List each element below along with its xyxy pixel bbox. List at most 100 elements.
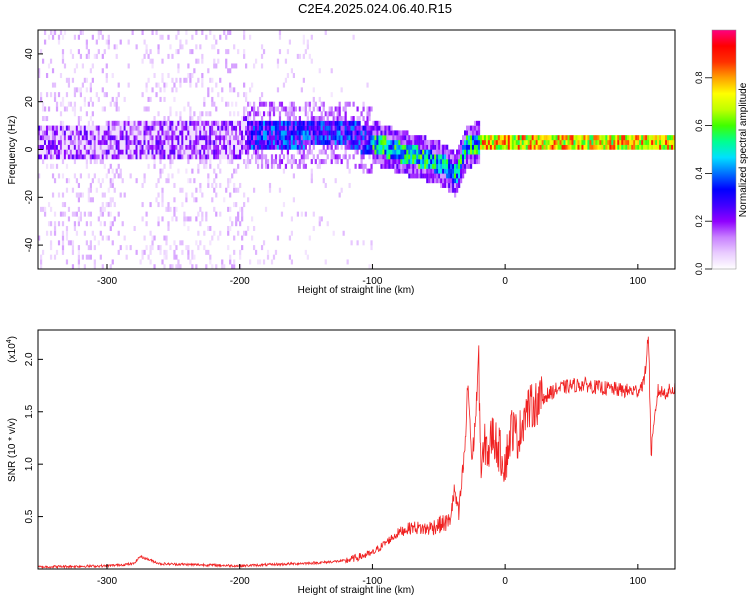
spectrogram-cell	[278, 120, 282, 126]
spectrogram-cell	[286, 135, 290, 141]
spectrogram-cell	[436, 178, 439, 184]
spectrogram-cell	[113, 144, 116, 150]
spectrogram-cell	[284, 77, 288, 83]
spectrogram-cell	[225, 149, 228, 155]
spectrogram-cell	[111, 221, 114, 227]
spectrogram-cell	[101, 34, 104, 40]
spectrogram-cell	[219, 139, 222, 145]
spectrogram-cell	[243, 92, 246, 98]
spectrogram-cell	[161, 202, 164, 208]
spectrogram-cell	[243, 34, 246, 40]
spectrogram-cell	[237, 154, 240, 160]
spectrogram-cell	[442, 173, 445, 179]
spectrogram-cell	[185, 130, 188, 136]
spectrogram-cell	[430, 139, 433, 145]
spectrogram-cell	[282, 168, 286, 174]
spectrogram-cell	[205, 144, 208, 150]
spectrogram-cell	[57, 240, 61, 246]
spectrogram-cell	[527, 135, 530, 141]
spectrogram-cell	[199, 44, 202, 50]
spectrogram-cell	[392, 144, 395, 150]
spectrogram-cell	[370, 144, 373, 150]
spectrogram-cell	[213, 63, 216, 69]
spectrogram-cell	[171, 173, 174, 179]
spectrogram-cell	[203, 149, 206, 155]
spectrogram-cell	[416, 159, 419, 165]
spectrogram-cell	[366, 144, 369, 150]
spectrogram-cell	[258, 96, 262, 102]
spectrogram-cell	[278, 30, 282, 35]
spectrogram-cell	[161, 125, 164, 131]
spectrogram-cell	[99, 182, 102, 188]
spectrogram-cell	[165, 135, 168, 141]
spectrogram-cell	[235, 216, 238, 222]
spectrogram-cell	[111, 144, 114, 150]
spectrogram-cell	[115, 44, 118, 50]
spectrogram-cell	[378, 139, 381, 145]
spectrogram-cell	[207, 173, 210, 179]
spectrogram-cell	[177, 68, 180, 74]
spectrogram-cell	[193, 149, 196, 155]
spectrogram-cell	[177, 130, 180, 136]
spectrogram-cell	[420, 149, 423, 155]
spectrogram-cell	[159, 173, 162, 179]
spectrogram-cell	[173, 211, 176, 217]
spectrogram-cell	[175, 125, 178, 131]
spectrogram-cell	[547, 139, 550, 145]
spectrogram-cell	[408, 149, 411, 155]
spectrogram-cell	[85, 149, 88, 155]
spectrogram-cell	[99, 144, 102, 150]
spectrogram-cell	[286, 116, 290, 122]
spectrogram-cell	[185, 144, 188, 150]
spectrogram-cell	[163, 82, 166, 88]
spectrogram-cell	[169, 130, 172, 136]
spectrogram-cell	[250, 235, 254, 241]
spectrogram-cell	[211, 139, 214, 145]
spectrogram-cell	[61, 34, 65, 40]
spectrogram-cell	[398, 130, 401, 136]
spectrogram-cell	[414, 154, 417, 160]
spectrogram-cell	[81, 149, 84, 155]
spectrogram-cell	[137, 135, 140, 141]
spectrogram-cell	[346, 259, 349, 265]
spectrogram-cell	[469, 159, 473, 165]
spectrogram-cell	[227, 49, 230, 55]
spectrogram-cell	[71, 149, 75, 155]
spectrogram-cell	[161, 187, 164, 193]
spectrogram-cell	[115, 154, 118, 160]
spectrogram-cell	[143, 144, 146, 150]
spectrogram-cell	[292, 139, 295, 145]
spectrogram-cell	[310, 116, 313, 122]
spectrogram-cell	[276, 235, 280, 241]
spectrogram-cell	[440, 173, 443, 179]
spectrogram-cell	[145, 221, 148, 227]
spectrogram-cell	[73, 221, 77, 227]
spectrogram-cell	[302, 149, 305, 155]
spectrogram-cell	[121, 125, 124, 131]
spectrogram-cell	[59, 125, 63, 131]
spectrogram-cell	[169, 159, 172, 165]
spectrogram-cell	[368, 168, 371, 174]
spectrogram-cell	[463, 154, 467, 160]
spectrogram-cell	[169, 245, 172, 251]
spectrogram-cell	[346, 125, 349, 131]
spectrogram-cell	[543, 139, 546, 145]
spectrogram-cell	[89, 87, 92, 93]
spectrogram-cell	[181, 139, 184, 145]
spectrogram-cell	[434, 168, 437, 174]
spectrogram-cell	[193, 68, 196, 74]
spectrogram-cell	[183, 149, 186, 155]
spectrogram-cell	[91, 139, 94, 145]
spectrogram-cell	[237, 163, 240, 169]
spectrogram-cell	[229, 159, 232, 165]
spectrogram-cell	[324, 111, 327, 117]
spectrogram-cell	[109, 197, 112, 203]
spectrogram-cell	[505, 144, 508, 150]
spectrogram-cell	[525, 135, 528, 141]
spectrogram-cell	[195, 58, 198, 64]
spectrogram-cell	[410, 149, 413, 155]
spectrogram-cell	[356, 149, 359, 155]
spectrogram-cell	[272, 130, 276, 136]
spectrogram-cell	[348, 120, 351, 126]
spectrogram-cell	[161, 154, 164, 160]
